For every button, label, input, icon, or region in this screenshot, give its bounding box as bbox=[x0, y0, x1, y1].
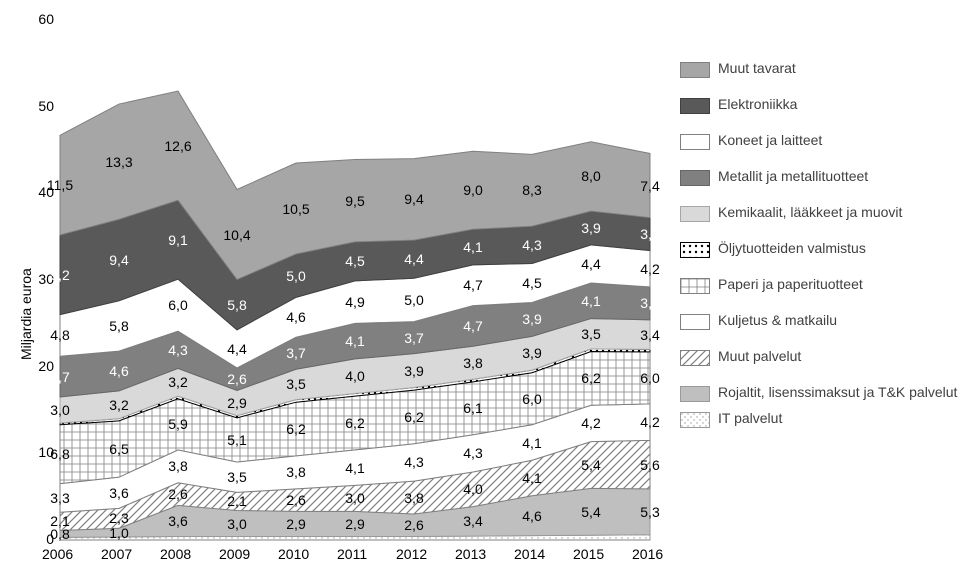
legend-swatch bbox=[680, 278, 710, 294]
chart-root: { "canvas": { "width": 974, "height": 58… bbox=[0, 0, 974, 583]
legend-swatch bbox=[680, 170, 710, 186]
y-tick: 50 bbox=[38, 98, 54, 114]
legend-label: Öljytuotteiden valmistus bbox=[718, 240, 866, 256]
legend-label: IT palvelut bbox=[718, 410, 782, 426]
y-tick: 0 bbox=[46, 531, 54, 547]
legend: Muut tavarat Elektroniikka Koneet ja laitt… bbox=[680, 60, 964, 446]
legend-label: Paperi ja paperituotteet bbox=[718, 276, 863, 292]
legend-label: Kemikaalit, lääkkeet ja muovit bbox=[718, 204, 902, 220]
x-tick: 2008 bbox=[160, 546, 191, 562]
legend-label: Kuljetus & matkailu bbox=[718, 312, 837, 328]
y-tick: 10 bbox=[38, 444, 54, 460]
legend-label: Muut tavarat bbox=[718, 60, 796, 76]
legend-label: Metallit ja metallituotteet bbox=[718, 168, 868, 184]
legend-item-paperi: Paperi ja paperituotteet bbox=[680, 276, 964, 294]
legend-swatch bbox=[680, 314, 710, 330]
x-tick: 2006 bbox=[42, 546, 73, 562]
legend-swatch bbox=[680, 98, 710, 114]
legend-swatch bbox=[680, 206, 710, 222]
x-tick: 2014 bbox=[514, 546, 545, 562]
legend-label: Rojaltit, lisenssimaksut ja T&K palvelut bbox=[718, 384, 957, 400]
legend-label: Muut palvelut bbox=[718, 348, 801, 364]
legend-swatch bbox=[680, 134, 710, 150]
legend-label: Koneet ja laitteet bbox=[718, 132, 822, 148]
x-tick: 2009 bbox=[219, 546, 250, 562]
legend-item-metallit: Metallit ja metallituotteet bbox=[680, 168, 964, 186]
y-tick: 60 bbox=[38, 11, 54, 27]
legend-item-it_palvelut: IT palvelut bbox=[680, 410, 964, 428]
legend-label: Elektroniikka bbox=[718, 96, 797, 112]
legend-item-elektroniikka: Elektroniikka bbox=[680, 96, 964, 114]
legend-swatch bbox=[680, 242, 710, 258]
legend-item-muut_tavarat: Muut tavarat bbox=[680, 60, 964, 78]
legend-swatch bbox=[680, 412, 710, 428]
legend-item-rojaltit: Rojaltit, lisenssimaksut ja T&K palvelut bbox=[680, 384, 964, 402]
legend-item-muut_palvelut: Muut palvelut bbox=[680, 348, 964, 366]
legend-item-koneet: Koneet ja laitteet bbox=[680, 132, 964, 150]
x-tick: 2015 bbox=[573, 546, 604, 562]
legend-item-oljy: Öljytuotteiden valmistus bbox=[680, 240, 964, 258]
x-tick: 2007 bbox=[101, 546, 132, 562]
y-tick: 30 bbox=[38, 271, 54, 287]
legend-swatch bbox=[680, 350, 710, 366]
x-tick: 2012 bbox=[396, 546, 427, 562]
legend-swatch bbox=[680, 62, 710, 78]
x-tick: 2016 bbox=[632, 546, 663, 562]
x-tick: 2011 bbox=[337, 546, 367, 562]
x-tick: 2013 bbox=[455, 546, 486, 562]
legend-item-kuljetus: Kuljetus & matkailu bbox=[680, 312, 964, 330]
y-tick: 40 bbox=[38, 184, 54, 200]
legend-item-kemikaalit: Kemikaalit, lääkkeet ja muovit bbox=[680, 204, 964, 222]
legend-swatch bbox=[680, 386, 710, 402]
x-tick: 2010 bbox=[278, 546, 309, 562]
y-tick: 20 bbox=[38, 358, 54, 374]
